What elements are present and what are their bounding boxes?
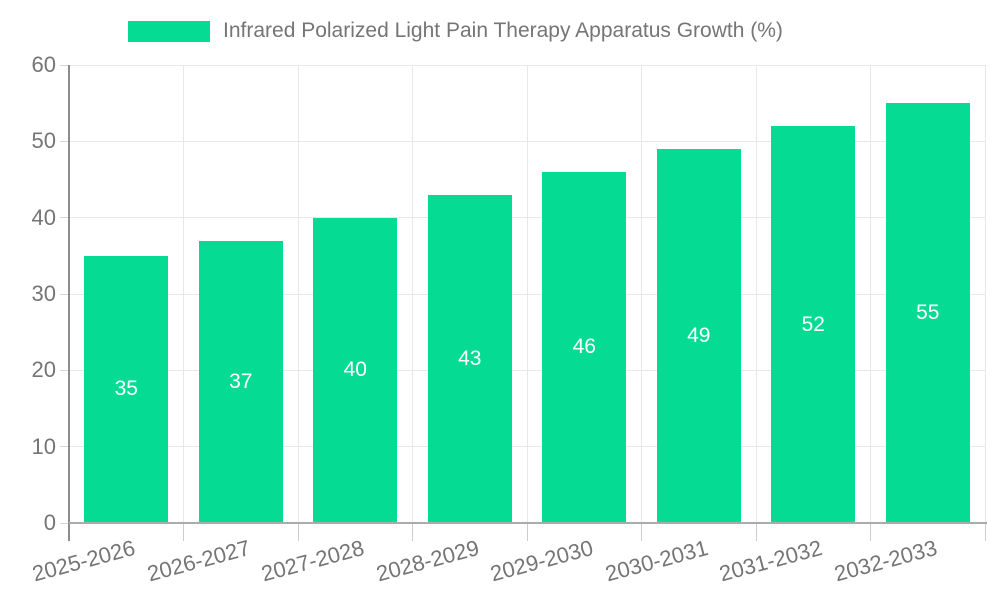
x-tick-mark <box>526 523 528 541</box>
x-tick-mark <box>297 523 299 541</box>
bar[interactable] <box>198 240 283 523</box>
y-tick-mark <box>60 369 69 371</box>
bar-value-label: 52 <box>801 312 825 336</box>
legend-item[interactable]: Infrared Polarized Light Pain Therapy Ap… <box>128 19 783 43</box>
y-axis-tick-label: 20 <box>31 357 56 383</box>
bar[interactable] <box>542 171 627 523</box>
x-gridline <box>641 65 642 524</box>
x-axis-tick-label: 2031-2032 <box>716 535 825 587</box>
x-axis-tick-label: 2028-2029 <box>373 535 482 587</box>
y-tick-mark <box>60 446 69 448</box>
legend-swatch <box>128 20 210 42</box>
x-gridline <box>183 65 184 524</box>
y-tick-mark <box>60 522 69 524</box>
y-axis-tick-label: 60 <box>31 52 56 77</box>
x-tick-mark <box>755 523 757 541</box>
bar-value-label: 40 <box>343 358 367 382</box>
x-gridline <box>297 65 299 524</box>
x-axis-tick-label: 2026-2027 <box>144 535 253 587</box>
x-gridline <box>984 65 986 524</box>
x-axis-tick-label: 2025-2026 <box>29 535 138 587</box>
bar[interactable] <box>313 217 398 523</box>
x-axis-tick-label: 2030-2031 <box>602 535 711 587</box>
x-axis-tick-label: 2029-2030 <box>487 535 596 587</box>
legend-label: Infrared Polarized Light Pain Therapy Ap… <box>223 19 783 42</box>
bar[interactable] <box>427 194 512 523</box>
y-axis-line <box>68 65 70 541</box>
x-axis-tick-label: 2027-2028 <box>258 535 367 587</box>
y-tick-mark <box>60 217 69 219</box>
y-tick-mark <box>60 293 69 295</box>
bar-value-label: 55 <box>916 301 940 325</box>
y-tick-mark <box>60 140 69 142</box>
x-gridline <box>526 65 528 524</box>
x-gridline <box>412 65 413 524</box>
x-axis-line <box>69 522 987 524</box>
bar[interactable] <box>84 255 169 523</box>
x-gridline <box>755 65 757 524</box>
bar[interactable] <box>885 103 970 523</box>
y-axis-tick-label: 10 <box>31 433 56 459</box>
x-tick-mark <box>641 523 642 541</box>
bar-value-label: 35 <box>114 377 138 401</box>
x-tick-mark <box>412 523 413 541</box>
x-tick-mark <box>984 523 986 541</box>
bar-value-label: 46 <box>572 335 596 359</box>
y-axis-tick-label: 0 <box>43 510 56 535</box>
x-gridline <box>870 65 871 524</box>
x-tick-mark <box>183 523 184 541</box>
y-tick-mark <box>60 64 69 66</box>
bar-value-label: 43 <box>458 346 482 370</box>
y-axis-tick-label: 30 <box>31 281 56 306</box>
bar-value-label: 37 <box>229 369 253 393</box>
x-tick-mark <box>870 523 871 541</box>
y-axis-tick-label: 50 <box>31 128 56 154</box>
bar[interactable] <box>771 126 856 523</box>
bar[interactable] <box>656 148 741 523</box>
y-axis-tick-label: 40 <box>31 204 56 230</box>
x-axis-tick-label: 2032-2033 <box>831 535 940 587</box>
bar-value-label: 49 <box>687 323 711 347</box>
